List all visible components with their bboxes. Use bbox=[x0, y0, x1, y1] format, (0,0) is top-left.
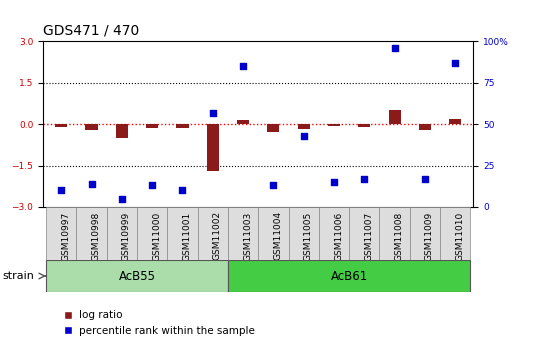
Bar bbox=[440, 207, 470, 260]
Point bbox=[451, 60, 459, 66]
Bar bbox=[358, 124, 370, 127]
Text: GSM11004: GSM11004 bbox=[273, 211, 282, 260]
Text: GSM11000: GSM11000 bbox=[152, 211, 161, 260]
Bar bbox=[137, 207, 167, 260]
Bar bbox=[449, 119, 461, 124]
Point bbox=[300, 133, 308, 139]
Bar bbox=[319, 207, 349, 260]
Point bbox=[269, 183, 278, 188]
Text: GSM11008: GSM11008 bbox=[395, 211, 404, 260]
Text: GSM11010: GSM11010 bbox=[455, 211, 464, 260]
Text: GSM11005: GSM11005 bbox=[304, 211, 313, 260]
Text: strain: strain bbox=[3, 271, 34, 281]
Bar bbox=[86, 124, 97, 130]
Bar bbox=[176, 124, 188, 128]
Bar bbox=[419, 124, 431, 130]
Bar bbox=[146, 124, 158, 128]
Bar bbox=[379, 207, 410, 260]
Point bbox=[239, 63, 247, 69]
Text: GSM10998: GSM10998 bbox=[91, 211, 101, 260]
Bar bbox=[116, 124, 128, 138]
Bar bbox=[167, 207, 197, 260]
Bar bbox=[328, 124, 340, 126]
Bar bbox=[288, 207, 319, 260]
Bar bbox=[267, 124, 279, 132]
Bar bbox=[76, 207, 107, 260]
Point bbox=[391, 45, 399, 51]
Bar bbox=[388, 110, 401, 124]
Text: GSM11007: GSM11007 bbox=[364, 211, 373, 260]
Bar bbox=[107, 207, 137, 260]
Text: GDS471 / 470: GDS471 / 470 bbox=[43, 24, 139, 38]
Text: GSM11009: GSM11009 bbox=[425, 211, 434, 260]
Point bbox=[148, 183, 157, 188]
Point bbox=[360, 176, 369, 181]
Text: GSM10999: GSM10999 bbox=[122, 211, 131, 260]
Point bbox=[117, 196, 126, 201]
Bar bbox=[298, 124, 310, 129]
Bar bbox=[46, 260, 228, 292]
Point bbox=[87, 181, 96, 187]
Text: GSM11002: GSM11002 bbox=[213, 211, 222, 260]
Text: GSM11003: GSM11003 bbox=[243, 211, 252, 260]
Text: AcB55: AcB55 bbox=[118, 269, 155, 283]
Point bbox=[421, 176, 429, 181]
Text: GSM11006: GSM11006 bbox=[334, 211, 343, 260]
Text: GSM11001: GSM11001 bbox=[182, 211, 192, 260]
Text: AcB61: AcB61 bbox=[330, 269, 368, 283]
Point bbox=[208, 110, 217, 115]
Bar bbox=[258, 207, 288, 260]
Bar bbox=[349, 207, 379, 260]
Bar bbox=[46, 207, 76, 260]
Bar bbox=[410, 207, 440, 260]
Legend: log ratio, percentile rank within the sample: log ratio, percentile rank within the sa… bbox=[59, 306, 259, 340]
Bar bbox=[228, 260, 470, 292]
Bar bbox=[237, 120, 249, 124]
Point bbox=[330, 179, 338, 185]
Bar bbox=[55, 124, 67, 127]
Text: GSM10997: GSM10997 bbox=[61, 211, 70, 260]
Point bbox=[57, 188, 66, 193]
Bar bbox=[207, 124, 219, 171]
Bar bbox=[228, 207, 258, 260]
Point bbox=[178, 188, 187, 193]
Bar bbox=[197, 207, 228, 260]
